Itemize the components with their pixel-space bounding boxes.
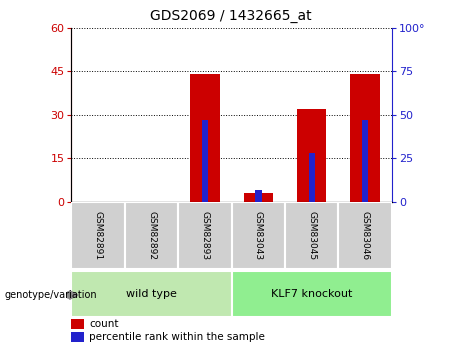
Bar (244, 193, 273, 202)
Bar (190, 74, 219, 202)
Bar (338, 202, 392, 269)
Bar (362, 120, 368, 202)
Text: GSM82891: GSM82891 (94, 211, 103, 260)
Text: GSM82893: GSM82893 (201, 211, 209, 260)
Bar (71, 202, 125, 269)
FancyArrow shape (68, 290, 78, 299)
Bar (350, 74, 380, 202)
Text: percentile rank within the sample: percentile rank within the sample (89, 332, 265, 342)
Bar (231, 202, 285, 269)
Text: wild type: wild type (126, 289, 177, 299)
Text: GSM83043: GSM83043 (254, 211, 263, 260)
Text: GSM82892: GSM82892 (147, 211, 156, 260)
Bar (308, 153, 315, 202)
Text: GSM83045: GSM83045 (307, 211, 316, 260)
Bar (297, 109, 326, 202)
Bar (71, 319, 84, 329)
Bar (255, 190, 261, 202)
Bar (125, 202, 178, 269)
Bar (202, 120, 208, 202)
Bar (71, 332, 84, 342)
Bar (178, 202, 231, 269)
Text: count: count (89, 319, 118, 329)
Text: genotype/variation: genotype/variation (5, 290, 97, 300)
Bar (231, 271, 392, 317)
Text: GSM83046: GSM83046 (361, 211, 370, 260)
Text: GDS2069 / 1432665_at: GDS2069 / 1432665_at (150, 9, 311, 23)
Bar (71, 271, 231, 317)
Text: KLF7 knockout: KLF7 knockout (271, 289, 353, 299)
Bar (285, 202, 338, 269)
